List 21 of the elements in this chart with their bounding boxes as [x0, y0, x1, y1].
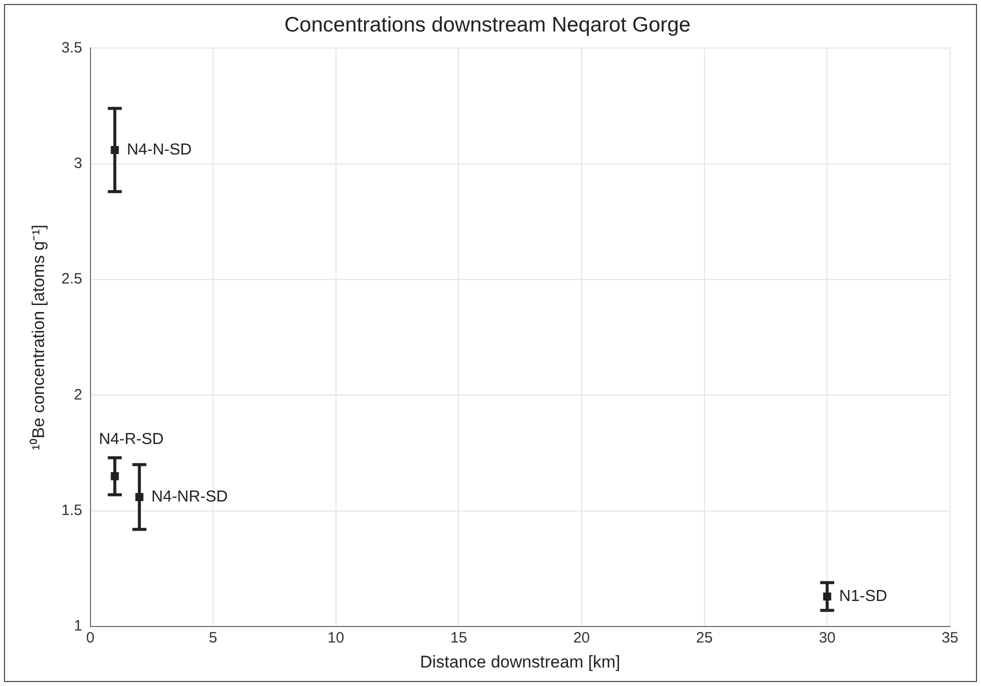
x-tick-label: 30 — [818, 630, 836, 647]
x-tick-label: 0 — [86, 630, 94, 647]
annotation: N4-N-SD — [126, 141, 192, 158]
y-tick-label: 2.5 — [61, 270, 82, 288]
annotation: N4-R-SD — [98, 431, 164, 448]
y-tick-label: 3 — [74, 155, 82, 172]
x-tick-label: 35 — [942, 630, 958, 647]
y-tick-label: 2 — [74, 386, 82, 404]
x-axis-title: Distance downstream [km] — [420, 652, 620, 672]
x-tick-label: 5 — [208, 630, 218, 647]
annotation: N4-NR-SD — [151, 488, 228, 506]
x-tick-label: 15 — [450, 630, 468, 647]
x-tick-label: 20 — [573, 630, 590, 647]
x-tick-label: 10 — [328, 630, 344, 647]
x-tick-label: 25 — [696, 630, 713, 647]
chart-title: Concentrations downstream Neqarot Gorge — [284, 13, 691, 36]
y-axis-title: ¹⁰Be concentration [atoms g⁻¹] — [28, 224, 48, 450]
annotation: N1-SD — [839, 588, 888, 605]
y-tick-label: 1 — [74, 618, 82, 635]
y-tick-label: 1.5 — [61, 502, 82, 520]
y-tick-label: 3.5 — [61, 39, 82, 56]
